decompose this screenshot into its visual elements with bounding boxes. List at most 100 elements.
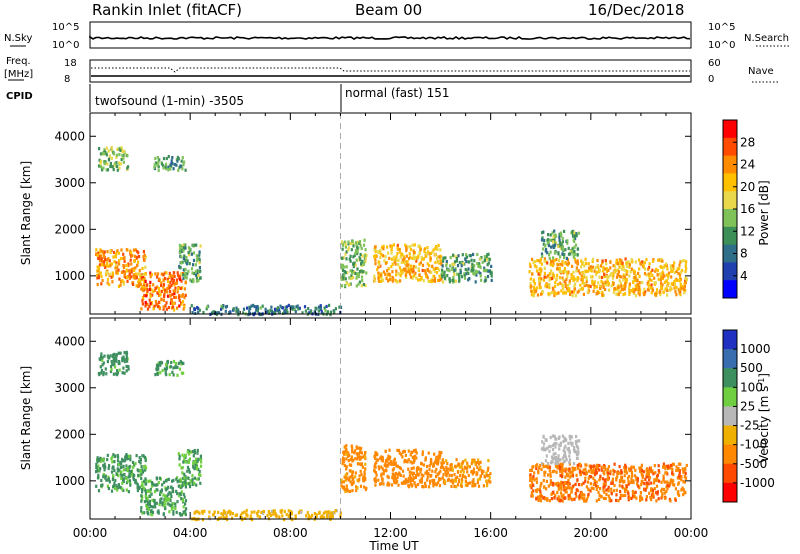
data-cell — [542, 278, 545, 282]
data-cell — [594, 266, 597, 270]
data-cell — [650, 291, 653, 295]
data-cell — [149, 294, 152, 298]
data-cell — [532, 260, 535, 265]
data-cell — [162, 512, 165, 516]
data-cell — [537, 279, 541, 283]
data-cell — [151, 498, 154, 502]
data-cell — [573, 284, 576, 288]
data-cell — [360, 451, 363, 455]
data-cell — [410, 467, 413, 471]
data-cell — [543, 275, 546, 279]
data-cell — [582, 468, 585, 472]
data-cell — [446, 268, 449, 272]
data-cell — [164, 288, 167, 292]
data-cell — [597, 468, 601, 472]
data-cell — [133, 254, 137, 258]
data-cell — [609, 469, 612, 473]
data-cell — [110, 360, 113, 364]
data-cell — [181, 471, 184, 475]
data-cell — [625, 261, 628, 265]
data-cell — [377, 265, 380, 269]
data-cell — [98, 257, 101, 261]
data-cell — [679, 260, 682, 264]
data-cell — [183, 472, 186, 476]
data-cell — [341, 461, 344, 466]
data-cell — [624, 489, 627, 493]
data-cell — [680, 284, 683, 289]
colorbar-swatch — [723, 173, 737, 192]
data-cell — [612, 468, 615, 472]
data-cell — [130, 469, 133, 474]
data-cell — [121, 359, 124, 363]
data-cell — [105, 372, 108, 376]
data-cell — [566, 283, 569, 288]
data-cell — [345, 257, 348, 261]
data-cell — [386, 483, 389, 487]
data-cell — [144, 482, 147, 486]
data-cell — [539, 463, 542, 467]
data-cell — [164, 277, 167, 281]
data-cell — [647, 482, 650, 486]
data-cell — [559, 255, 562, 259]
data-cell — [663, 264, 666, 268]
data-cell — [655, 288, 659, 292]
data-cell — [140, 499, 143, 503]
data-cell — [640, 480, 643, 484]
data-cell — [118, 462, 121, 466]
data-cell — [181, 244, 184, 248]
data-cell — [625, 272, 628, 276]
data-cell — [97, 267, 101, 271]
data-cell — [592, 476, 595, 480]
data-cell — [347, 246, 350, 250]
data-cell — [651, 493, 654, 497]
data-cell — [344, 473, 347, 477]
data-cell — [392, 472, 395, 476]
data-cell — [303, 305, 307, 309]
data-cell — [645, 481, 648, 485]
data-cell — [144, 255, 147, 259]
data-cell — [402, 267, 406, 271]
data-cell — [110, 368, 113, 372]
data-cell — [434, 266, 437, 270]
data-cell — [415, 259, 418, 263]
data-cell — [585, 277, 588, 281]
data-cell — [529, 476, 532, 480]
data-cell — [441, 264, 444, 268]
data-cell — [424, 251, 427, 255]
data-cell — [272, 512, 275, 516]
data-cell — [405, 275, 408, 279]
data-cell — [260, 510, 263, 514]
data-cell — [601, 290, 604, 294]
data-cell — [341, 243, 345, 247]
data-cell — [557, 454, 560, 458]
data-cell — [105, 168, 108, 172]
data-cell — [626, 476, 630, 480]
data-cell — [141, 468, 144, 472]
data-cell — [571, 264, 574, 268]
data-cell — [665, 284, 668, 288]
data-cell — [471, 268, 474, 272]
data-cell — [168, 373, 171, 377]
data-cell — [630, 465, 633, 469]
data-cell — [614, 269, 617, 273]
data-cell — [115, 161, 118, 165]
data-cell — [351, 489, 354, 493]
data-cell — [653, 276, 656, 280]
data-cell — [184, 168, 187, 172]
data-cell — [607, 485, 610, 489]
data-cell — [114, 263, 118, 267]
data-cell — [588, 464, 591, 468]
data-cell — [540, 252, 544, 256]
data-cell — [407, 467, 410, 471]
data-cell — [125, 369, 128, 373]
data-cell — [196, 477, 199, 481]
data-cell — [602, 488, 605, 493]
data-cell — [171, 274, 175, 278]
data-cell — [248, 307, 251, 311]
data-cell — [407, 477, 410, 481]
data-cell — [112, 465, 115, 469]
data-cell — [607, 489, 610, 493]
data-cell — [464, 476, 467, 480]
data-cell — [574, 282, 577, 286]
data-cell — [142, 272, 145, 276]
